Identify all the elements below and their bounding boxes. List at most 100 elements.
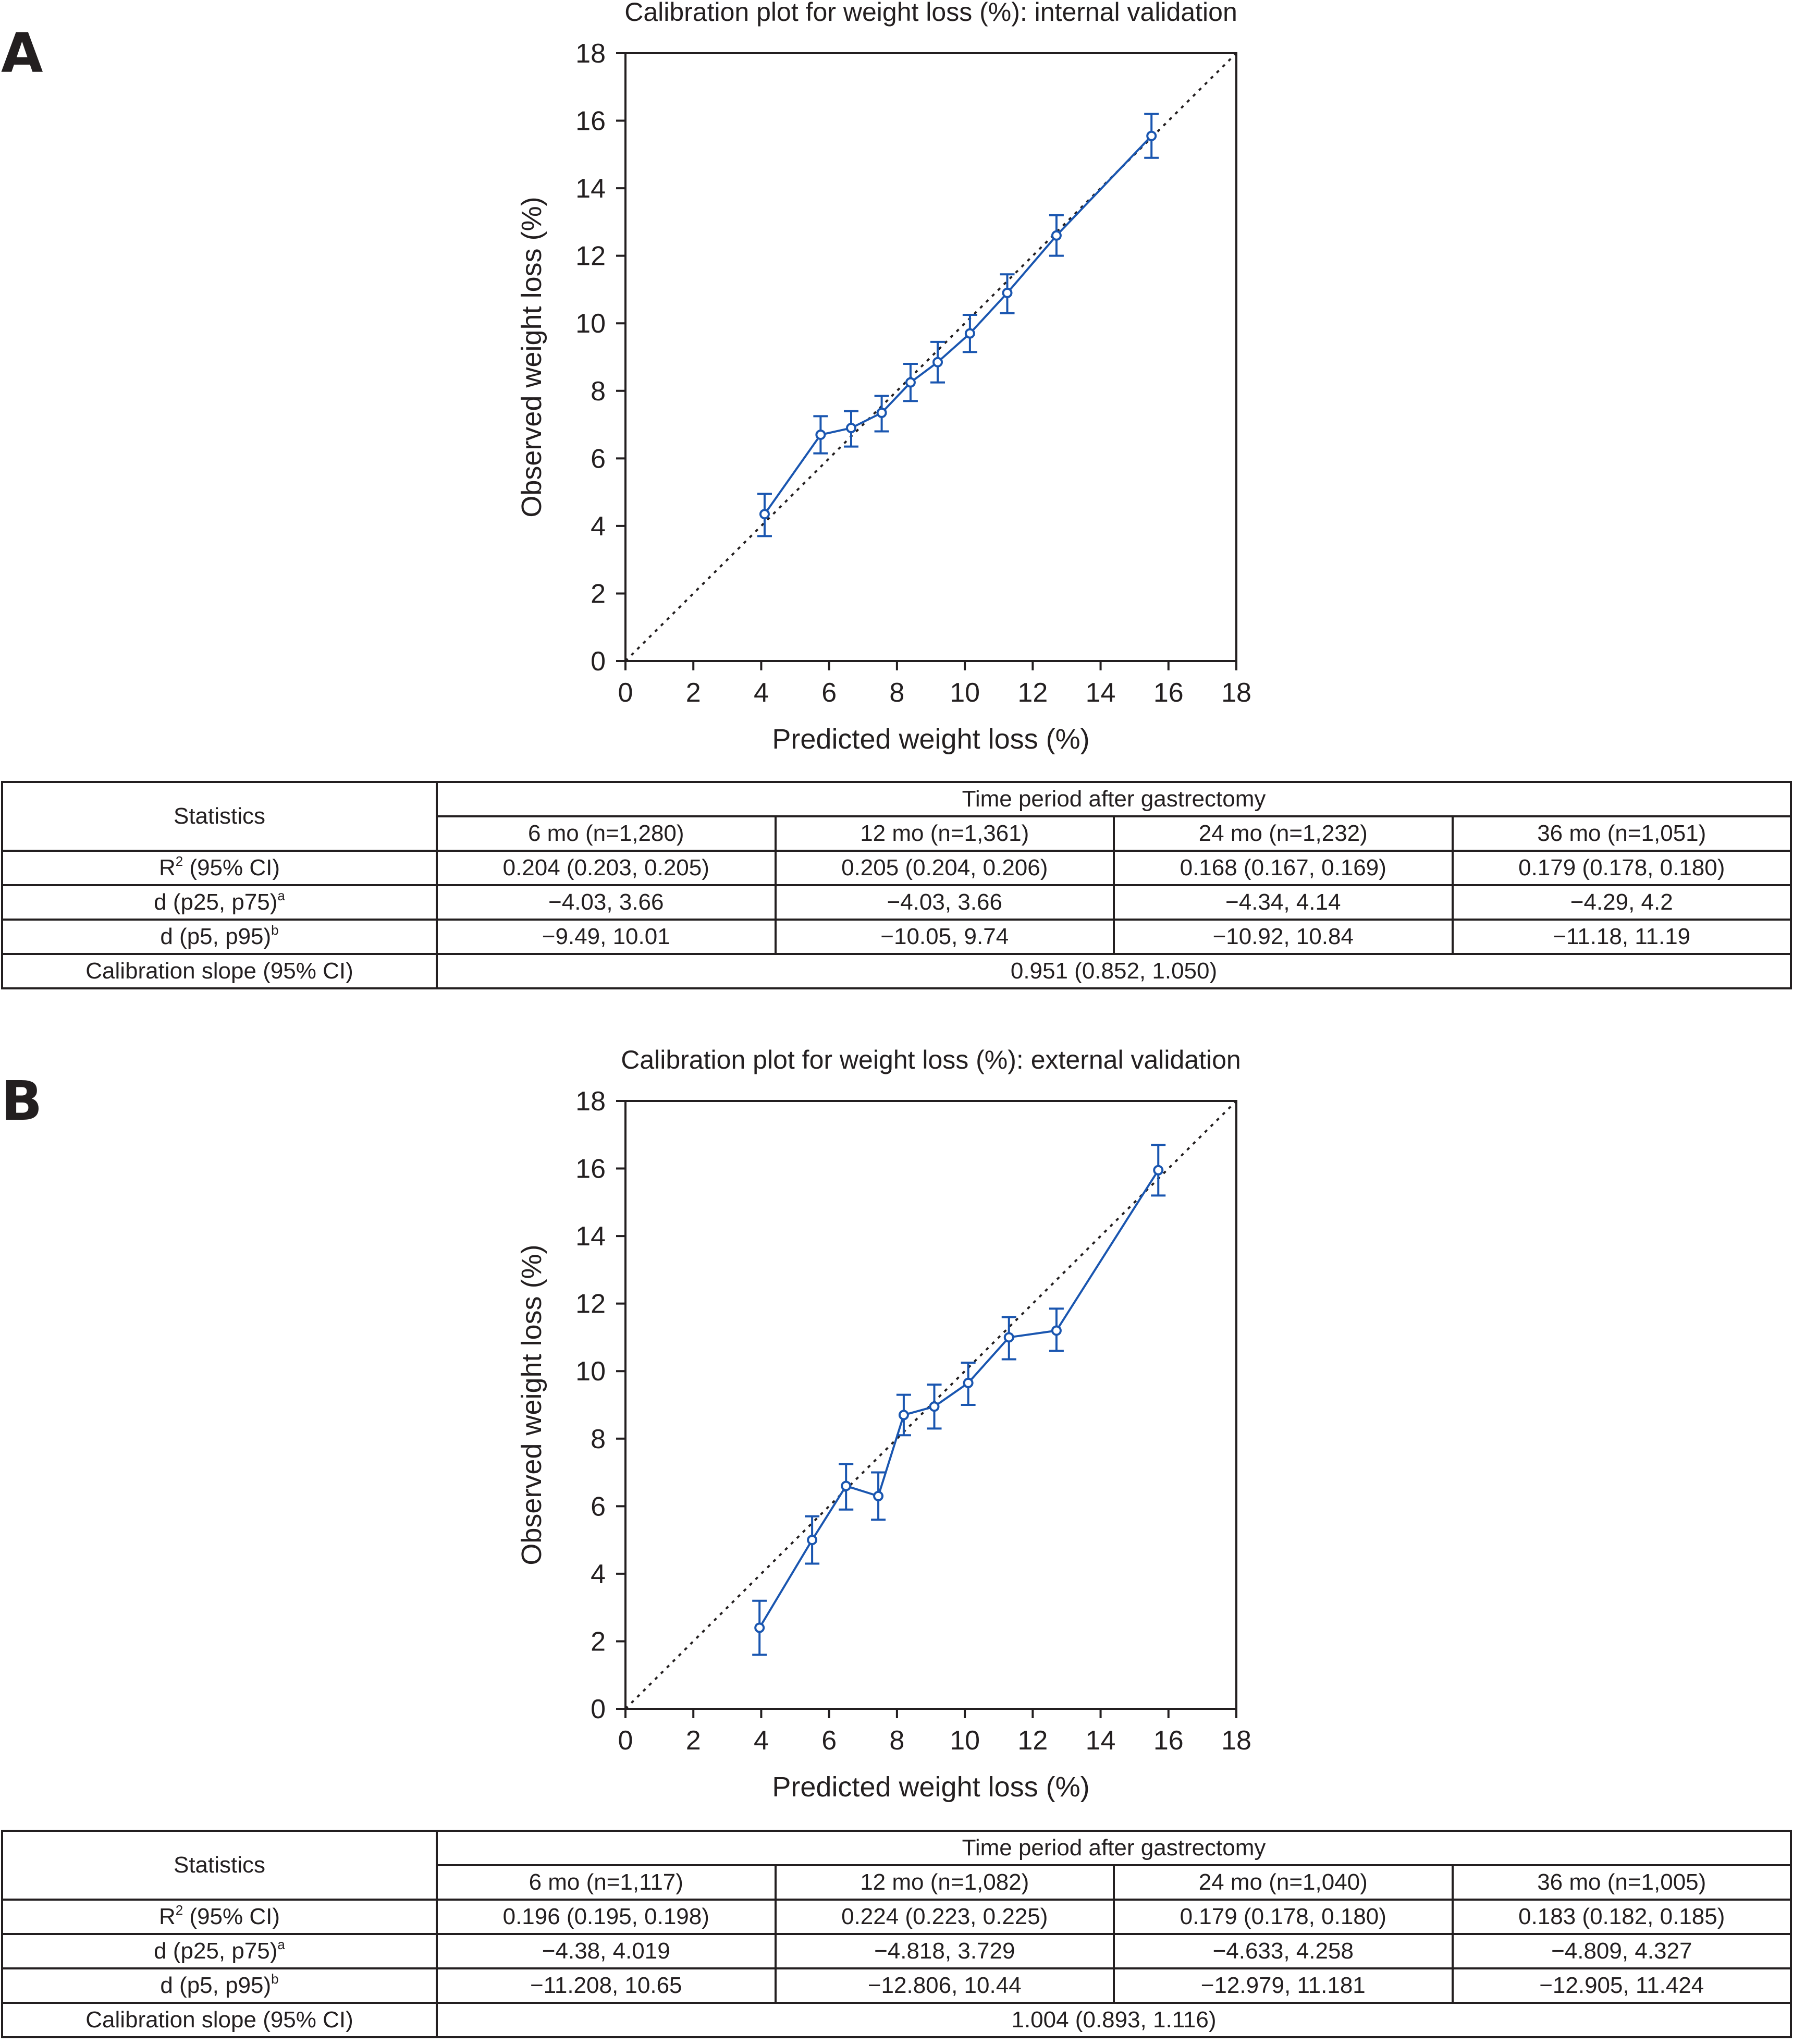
data-point [905,377,916,388]
calibration-chart-external: Calibration plot for weight loss (%): ex… [516,1048,1251,1803]
table-cell: −12.905, 11.424 [1451,1967,1792,2004]
column-header: 36 mo (n=1,051) [1451,815,1792,852]
x-tick-label: 4 [754,678,769,708]
table-cell: −12.979, 11.181 [1113,1967,1454,2004]
data-point [1003,1332,1014,1343]
table-cell: 1.004 (0.893, 1.116) [436,2002,1792,2038]
column-header-row: 6 mo (n=1,117) 12 mo (n=1,082) 24 mo (n=… [2,1864,1792,1901]
series-line [758,1169,1159,1629]
data-point [876,407,887,418]
row-label: Calibration slope (95% CI) [1,2002,438,2038]
y-tick-label: 18 [575,39,606,69]
y-tick-label: 10 [575,1356,606,1387]
table-cell: −4.633, 4.258 [1113,1933,1454,1969]
x-tick-label: 4 [754,1725,769,1756]
table-cell: −4.29, 4.2 [1451,884,1792,921]
table-row-r2: R2 (95% CI) 0.204 (0.203, 0.205) 0.205 (… [1,850,1792,886]
x-tick-label: 18 [1221,678,1251,708]
statistics-header: Statistics [1,1830,438,1901]
x-tick-label: 8 [889,678,904,708]
column-header: 12 mo (n=1,361) [774,815,1115,852]
x-tick-label: 8 [889,1725,904,1756]
table-row-calibration-slope: Calibration slope (95% CI) 1.004 (0.893,… [1,2002,1792,2038]
data-point [1002,287,1013,298]
x-tick-label: 6 [821,678,837,708]
table-cell: 0.205 (0.204, 0.206) [774,850,1115,886]
data-point [873,1490,884,1501]
table-cell: 0.224 (0.223, 0.225) [774,1899,1115,1935]
x-tick-label: 18 [1221,1725,1251,1756]
stats-table-external: Statistics Time period after gastrectomy… [1,1830,1792,2038]
table-cell: −11.18, 11.19 [1451,919,1792,955]
data-point [964,328,975,339]
row-label: d (p5, p95)b [1,1967,438,2004]
data-point [1051,230,1062,241]
table-row-d-p5-p95: d (p5, p95)b −11.208, 10.65 −12.806, 10.… [1,1967,1792,2004]
row-label: d (p5, p95)b [1,919,438,955]
column-header: 36 mo (n=1,005) [1451,1864,1792,1901]
table-row-d-p5-p95: d (p5, p95)b −9.49, 10.01 −10.05, 9.74 −… [1,919,1792,955]
y-tick-label: 12 [575,1289,606,1319]
table-cell: −9.49, 10.01 [436,919,777,955]
data-point [898,1410,909,1421]
row-label: R2 (95% CI) [1,850,438,886]
plot-frame [624,1100,1237,1710]
y-tick-label: 6 [591,1491,606,1522]
y-tick-label: 18 [575,1086,606,1117]
x-tick-label: 16 [1153,1725,1184,1756]
column-header-row: 6 mo (n=1,280) 12 mo (n=1,361) 24 mo (n=… [2,815,1792,852]
panel-letter: B [1,1069,43,1133]
column-header: 24 mo (n=1,232) [1113,815,1454,852]
data-point [754,1622,765,1633]
data-point [1153,1165,1164,1176]
data-point [845,423,856,434]
panel-a: A Calibration plot for weight loss (%): … [1,0,1792,989]
table-cell: −10.92, 10.84 [1113,919,1454,955]
panel-letter: A [1,21,43,85]
y-axis-label: Observed weight loss (%) [516,1244,547,1565]
table-row-r2: R2 (95% CI) 0.196 (0.195, 0.198) 0.224 (… [1,1899,1792,1935]
table-cell: 0.196 (0.195, 0.198) [436,1899,777,1935]
y-tick-label: 6 [591,444,606,474]
data-point [932,357,943,368]
data-point [807,1535,818,1546]
reference-line [624,1100,1237,1710]
x-tick-label: 0 [618,1725,633,1756]
y-tick-label: 16 [575,1154,606,1184]
column-header: 6 mo (n=1,280) [436,815,777,852]
table-cell: 0.179 (0.178, 0.180) [1451,850,1792,886]
calibration-chart-internal: Calibration plot for weight loss (%): in… [516,0,1251,755]
table-cell: 0.168 (0.167, 0.169) [1113,850,1454,886]
x-axis-label: Predicted weight loss (%) [772,1771,1089,1803]
table-row-d-p25-p75: d (p25, p75)a −4.38, 4.019 −4.818, 3.729… [1,1933,1792,1969]
table-row-calibration-slope: Calibration slope (95% CI) 0.951 (0.852,… [1,953,1792,989]
table-cell: −11.208, 10.65 [436,1967,777,2004]
table-cell: 0.951 (0.852, 1.050) [436,953,1792,989]
y-tick-label: 16 [575,106,606,137]
chart-title: Calibration plot for weight loss (%): ex… [621,1048,1241,1074]
column-header: 6 mo (n=1,117) [436,1864,777,1901]
x-tick-label: 2 [686,1725,701,1756]
table-cell: −4.03, 3.66 [774,884,1115,921]
table-cell: −4.809, 4.327 [1451,1933,1792,1969]
data-point [963,1377,974,1388]
time-period-header: Time period after gastrectomy [436,1830,1792,1866]
y-tick-label: 2 [591,579,606,609]
x-tick-label: 10 [950,678,980,708]
column-header: 24 mo (n=1,040) [1113,1864,1454,1901]
table-cell: −12.806, 10.44 [774,1967,1115,2004]
x-tick-label: 12 [1017,678,1048,708]
y-tick-label: 0 [591,646,606,677]
panel-b: B Calibration plot for weight loss (%): … [0,1048,1793,2044]
y-tick-label: 14 [575,174,606,204]
row-label: Calibration slope (95% CI) [1,953,438,989]
table-cell: 0.204 (0.203, 0.205) [436,850,777,886]
x-tick-label: 10 [950,1725,980,1756]
table-cell: −10.05, 9.74 [774,919,1115,955]
x-tick-label: 16 [1153,678,1184,708]
y-tick-label: 8 [591,1424,606,1454]
data-point [929,1401,940,1412]
plot-frame [624,52,1237,662]
x-tick-label: 2 [686,678,701,708]
stats-table-internal: Statistics Time period after gastrectomy… [1,781,1792,989]
